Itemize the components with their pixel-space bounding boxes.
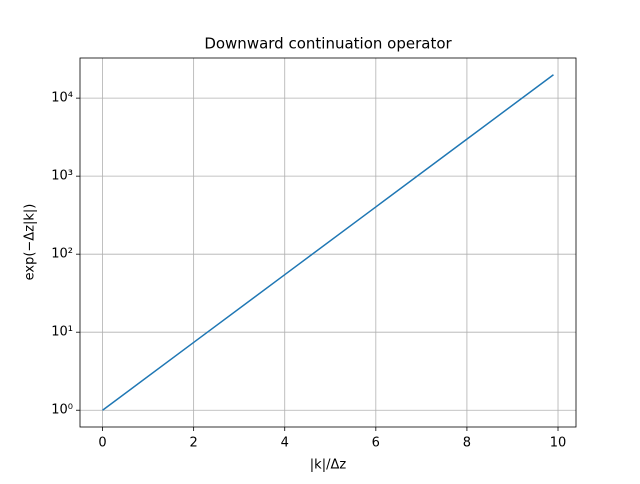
y-tick-label: 10³ — [51, 169, 73, 184]
y-tick-label: 10¹ — [51, 325, 73, 340]
x-tick-label: 0 — [98, 436, 106, 451]
plot-frame — [79, 57, 577, 428]
x-tick-label: 10 — [550, 436, 567, 451]
chart-title: Downward continuation operator — [204, 35, 452, 53]
y-axis-label: exp(−Δz|k|) — [23, 204, 38, 281]
y-tick-label: 10⁰ — [51, 403, 73, 418]
x-tick-label: 8 — [463, 436, 471, 451]
y-tick-label: 10² — [51, 247, 73, 262]
x-tick-label: 6 — [372, 436, 380, 451]
x-tick-label: 2 — [189, 436, 197, 451]
x-axis-label: |k|/Δz — [310, 458, 347, 473]
x-tick-label: 4 — [281, 436, 289, 451]
y-tick-label: 10⁴ — [51, 91, 73, 106]
data-line — [102, 74, 554, 411]
